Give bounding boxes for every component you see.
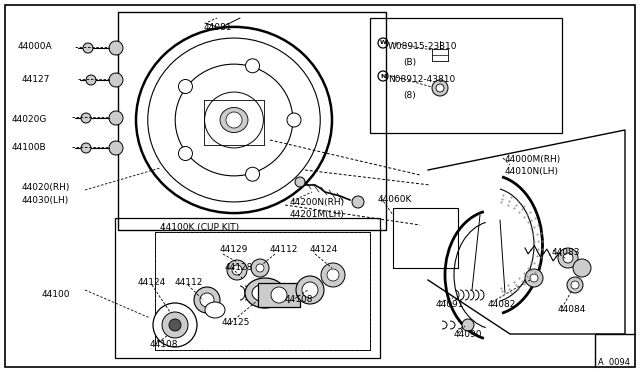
Circle shape: [321, 263, 345, 287]
Text: 44081: 44081: [204, 23, 232, 32]
Text: 44108: 44108: [285, 295, 314, 304]
Text: (B): (B): [403, 58, 416, 67]
Circle shape: [251, 259, 269, 277]
Circle shape: [179, 80, 193, 93]
Text: 44100B: 44100B: [12, 143, 47, 152]
Circle shape: [109, 111, 123, 125]
Text: 44090: 44090: [454, 330, 483, 339]
Text: 44082: 44082: [488, 300, 516, 309]
Text: 44030(LH): 44030(LH): [22, 196, 69, 205]
Text: 44100K (CUP KIT): 44100K (CUP KIT): [160, 223, 239, 232]
Ellipse shape: [252, 284, 278, 302]
Circle shape: [563, 253, 573, 263]
Circle shape: [432, 80, 448, 96]
Text: N: N: [380, 74, 386, 78]
Circle shape: [169, 319, 181, 331]
Text: 44010N(LH): 44010N(LH): [505, 167, 559, 176]
Text: 44060K: 44060K: [378, 195, 412, 204]
Text: 44129: 44129: [220, 245, 248, 254]
Circle shape: [287, 113, 301, 127]
Text: 44124: 44124: [138, 278, 166, 287]
Circle shape: [109, 41, 123, 55]
Bar: [118, 12, 386, 230]
Circle shape: [222, 108, 246, 132]
Bar: [258, 283, 300, 307]
Text: 44020(RH): 44020(RH): [22, 183, 70, 192]
Ellipse shape: [83, 43, 93, 53]
Text: 44127: 44127: [22, 75, 51, 84]
Circle shape: [227, 260, 247, 280]
Bar: [370, 18, 562, 133]
Circle shape: [558, 248, 578, 268]
Circle shape: [271, 287, 287, 303]
Circle shape: [296, 276, 324, 304]
Circle shape: [462, 319, 474, 331]
Text: A  0094: A 0094: [598, 358, 630, 367]
Circle shape: [567, 277, 583, 293]
Circle shape: [226, 112, 242, 128]
Text: (8): (8): [403, 91, 416, 100]
Text: 44108: 44108: [150, 340, 179, 349]
Ellipse shape: [81, 143, 91, 153]
Circle shape: [573, 259, 591, 277]
Bar: [115, 218, 380, 358]
Circle shape: [571, 281, 579, 289]
Circle shape: [162, 312, 188, 338]
Ellipse shape: [205, 302, 225, 318]
Text: 44125: 44125: [222, 318, 250, 327]
Text: 44128: 44128: [225, 263, 253, 272]
Text: 44112: 44112: [175, 278, 204, 287]
Circle shape: [327, 269, 339, 281]
Bar: [155, 232, 370, 350]
Circle shape: [530, 274, 538, 282]
Text: 44201M(LH): 44201M(LH): [290, 210, 345, 219]
Ellipse shape: [245, 278, 285, 308]
Text: 44084: 44084: [558, 305, 586, 314]
Circle shape: [525, 269, 543, 287]
Text: 44091: 44091: [436, 300, 465, 309]
Text: N08912-43810: N08912-43810: [388, 75, 455, 84]
Bar: [155, 232, 370, 350]
Circle shape: [194, 287, 220, 313]
Text: 44000M(RH): 44000M(RH): [505, 155, 561, 164]
Text: 44100: 44100: [42, 290, 70, 299]
Text: 44200N(RH): 44200N(RH): [290, 198, 345, 207]
Text: W08915-23810: W08915-23810: [388, 42, 458, 51]
Circle shape: [378, 71, 388, 81]
Circle shape: [153, 303, 197, 347]
Circle shape: [295, 177, 305, 187]
Circle shape: [109, 141, 123, 155]
Bar: [393, 208, 458, 268]
Text: 44112: 44112: [270, 245, 298, 254]
Text: 44020G: 44020G: [12, 115, 47, 124]
Circle shape: [200, 293, 214, 307]
Circle shape: [256, 264, 264, 272]
Circle shape: [246, 59, 260, 73]
Circle shape: [179, 147, 193, 160]
Ellipse shape: [136, 27, 332, 213]
Text: 44000A: 44000A: [18, 42, 52, 51]
Circle shape: [378, 38, 388, 48]
Circle shape: [109, 73, 123, 87]
Text: 44124: 44124: [310, 245, 339, 254]
Circle shape: [246, 167, 260, 181]
Circle shape: [232, 265, 242, 275]
Circle shape: [436, 84, 444, 92]
Text: W: W: [380, 41, 387, 45]
Text: 44083: 44083: [552, 248, 580, 257]
Ellipse shape: [86, 75, 96, 85]
Ellipse shape: [220, 108, 248, 132]
Circle shape: [352, 196, 364, 208]
Circle shape: [302, 282, 318, 298]
Ellipse shape: [81, 113, 91, 123]
